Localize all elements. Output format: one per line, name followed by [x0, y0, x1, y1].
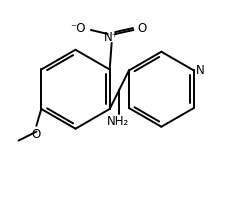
Text: N⁺: N⁺	[104, 31, 119, 45]
Text: O: O	[32, 128, 41, 141]
Text: NH₂: NH₂	[107, 115, 129, 128]
Text: O: O	[137, 22, 147, 34]
Text: N: N	[196, 64, 205, 77]
Text: ⁻O: ⁻O	[71, 22, 86, 34]
